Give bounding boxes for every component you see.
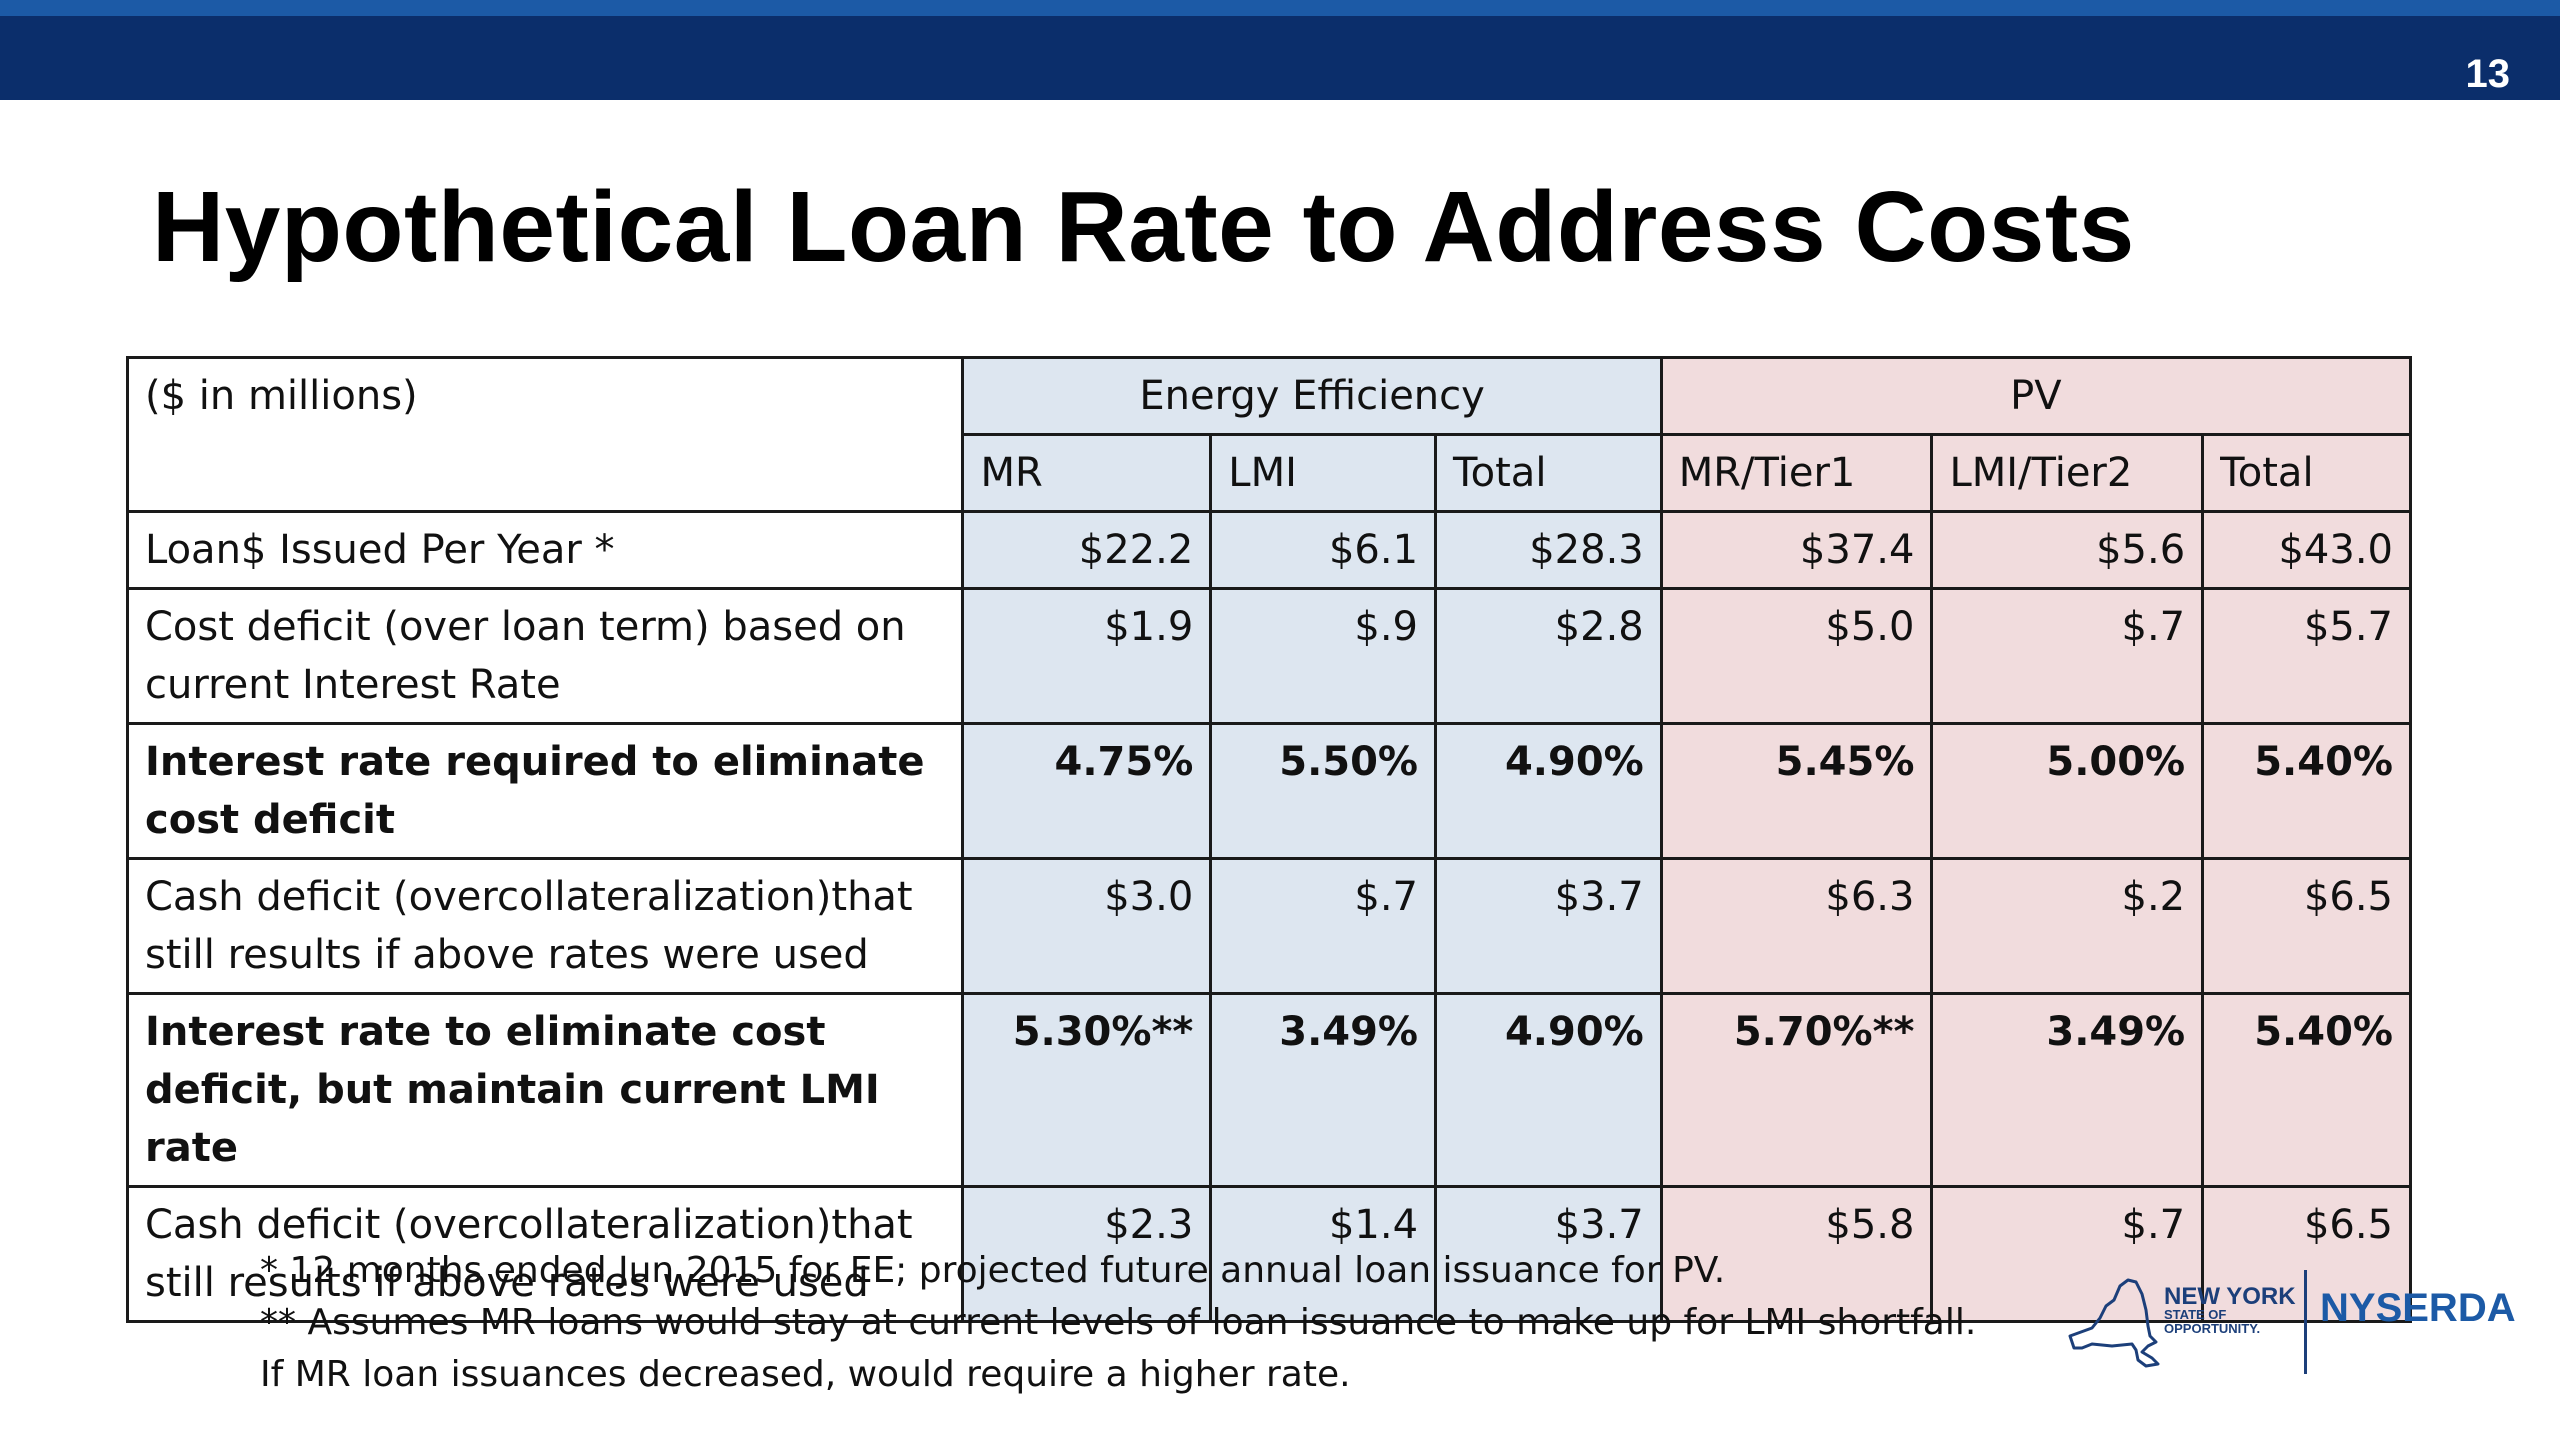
- group-header-energy-efficiency: Energy Efficiency: [961, 356, 1663, 436]
- table-row: Cost deficit (over loan term) based on c…: [125, 587, 2412, 725]
- logo-ny-line2: STATE OF: [2164, 1307, 2227, 1322]
- table-cell: 5.40%: [2201, 722, 2412, 860]
- logo-nyserda-text: NYSERDA: [2320, 1286, 2516, 1330]
- table-row: Interest rate required to eliminate cost…: [125, 722, 2412, 860]
- table-cell: $2.8: [1434, 587, 1663, 725]
- table-cell: $22.2: [961, 510, 1213, 590]
- table-cell: $1.4: [1209, 1185, 1438, 1323]
- table-cell: $6.5: [2201, 857, 2412, 995]
- table-group-header-row: ($ in millions) Energy Efficiency PV: [125, 356, 2413, 513]
- table-cell: $5.7: [2201, 587, 2412, 725]
- corner-label: ($ in millions): [125, 356, 965, 513]
- table-row: Interest rate to eliminate cost deficit,…: [125, 992, 2412, 1188]
- column-header: Total: [1434, 433, 1663, 513]
- logo-divider: [2304, 1270, 2307, 1374]
- slide-title: Hypothetical Loan Rate to Address Costs: [152, 171, 2135, 283]
- table-body: Loan$ Issued Per Year * $22.2 $6.1 $28.3 $37…: [125, 510, 2412, 1323]
- row-label: Cash deficit (overcollateralization)that…: [125, 857, 965, 995]
- table-cell: $43.0: [2201, 510, 2412, 590]
- table-cell: 4.90%: [1434, 992, 1663, 1188]
- logo-ny-line1: NEW YORK: [2164, 1283, 2296, 1310]
- page-number: 13: [2465, 52, 2511, 96]
- header-bar: 13: [0, 0, 2560, 100]
- table-cell: $3.7: [1434, 1185, 1663, 1323]
- table-cell: 5.30%**: [961, 992, 1213, 1188]
- nyserda-logo: NEW YORK STATE OF OPPORTUNITY. NYSERDA: [2062, 1266, 2516, 1376]
- table-cell: 5.70%**: [1659, 992, 1934, 1188]
- table-cell: $.7: [1930, 587, 2205, 725]
- table-cell: $1.9: [961, 587, 1213, 725]
- loan-rate-table: ($ in millions) Energy Efficiency PV MR …: [125, 356, 2413, 1323]
- table-cell: $37.4: [1659, 510, 1934, 590]
- row-label: Interest rate to eliminate cost deficit,…: [125, 992, 965, 1188]
- column-header: LMI/Tier2: [1930, 433, 2205, 513]
- column-header: MR: [961, 433, 1213, 513]
- table-cell: $5.8: [1659, 1185, 1934, 1323]
- table-row: Cash deficit (overcollateralization)that…: [125, 857, 2412, 995]
- column-header: Total: [2201, 433, 2412, 513]
- table-cell: $6.5: [2201, 1185, 2412, 1323]
- table-cell: 4.90%: [1434, 722, 1663, 860]
- table-cell: $5.6: [1930, 510, 2205, 590]
- table-cell: $6.3: [1659, 857, 1934, 995]
- table-cell: $5.0: [1659, 587, 1934, 725]
- table-cell: $3.7: [1434, 857, 1663, 995]
- logo-ny-text: NEW YORK STATE OF OPPORTUNITY.: [2164, 1283, 2296, 1336]
- logo-ny-line3: OPPORTUNITY.: [2164, 1321, 2261, 1336]
- footnote: If MR loan issuances decreased, would re…: [260, 1354, 1351, 1395]
- table-cell: 5.40%: [2201, 992, 2412, 1188]
- table-cell: 3.49%: [1209, 992, 1438, 1188]
- table-cell: $28.3: [1434, 510, 1663, 590]
- table-cell: 5.50%: [1209, 722, 1438, 860]
- column-header: LMI: [1209, 433, 1438, 513]
- table-cell: $6.1: [1209, 510, 1438, 590]
- table-row: Cash deficit (overcollateralization)that…: [125, 1185, 2412, 1323]
- row-label: Cost deficit (over loan term) based on c…: [125, 587, 965, 725]
- footnote: ** Assumes MR loans would stay at curren…: [260, 1302, 1977, 1343]
- table-cell: $.7: [1930, 1185, 2205, 1323]
- table-cell: $2.3: [961, 1185, 1213, 1323]
- table-cell: 4.75%: [961, 722, 1213, 860]
- table-cell: $.7: [1209, 857, 1438, 995]
- table-cell: $.2: [1930, 857, 2205, 995]
- table-cell: $.9: [1209, 587, 1438, 725]
- group-header-pv: PV: [1659, 356, 2413, 436]
- table-cell: 5.00%: [1930, 722, 2205, 860]
- table-cell: 5.45%: [1659, 722, 1934, 860]
- table-column-header-row: MR LMI Total MR/Tier1 LMI/Tier2 Total: [128, 433, 2412, 513]
- footnotes: * 12 months ended Jun 2015 for EE; proje…: [260, 1245, 1976, 1401]
- table-cell: $3.0: [961, 857, 1213, 995]
- row-label: Cash deficit (overcollateralization)that…: [125, 1185, 965, 1323]
- table-row: Loan$ Issued Per Year * $22.2 $6.1 $28.3 $37…: [125, 510, 2412, 590]
- table-cell: 3.49%: [1930, 992, 2205, 1188]
- footnote: * 12 months ended Jun 2015 for EE; proje…: [260, 1250, 1726, 1291]
- column-header: MR/Tier1: [1659, 433, 1934, 513]
- new-york-state-map-icon: [2068, 1278, 2160, 1368]
- row-label: Interest rate required to eliminate cost…: [125, 722, 965, 860]
- row-label: Loan$ Issued Per Year *: [125, 510, 965, 590]
